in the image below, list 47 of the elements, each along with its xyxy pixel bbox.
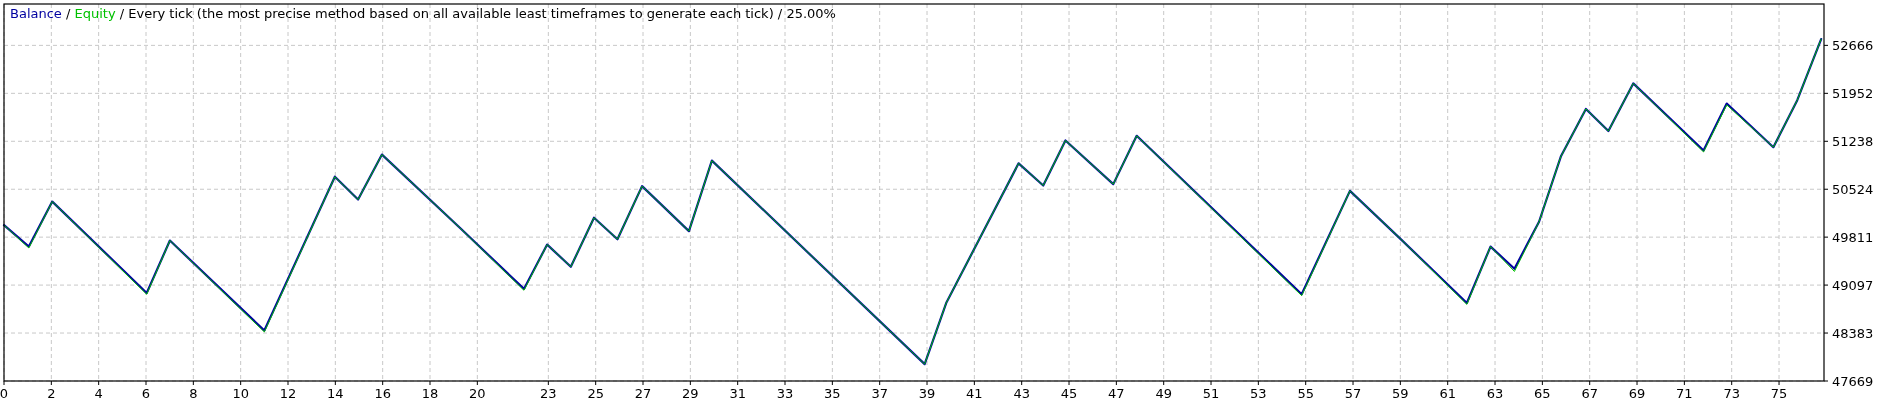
- x-tick-label: 49: [1155, 386, 1172, 401]
- x-tick-label: 4: [94, 386, 103, 401]
- x-tick-label: 43: [1013, 386, 1030, 401]
- x-tick-label: 57: [1344, 386, 1362, 401]
- x-tick-label: 31: [729, 386, 746, 401]
- x-tick-label: 16: [374, 386, 391, 401]
- x-tick-label: 51: [1202, 386, 1220, 401]
- x-tick-label: 10: [232, 386, 249, 401]
- x-tick-label: 20: [469, 386, 486, 401]
- x-tick-label: 35: [824, 386, 841, 401]
- x-tick-label: 41: [966, 386, 983, 401]
- x-tick-label: 2: [47, 386, 56, 401]
- y-tick-label: 50524: [1832, 182, 1874, 198]
- x-tick-label: 14: [327, 386, 344, 401]
- x-tick-label: 61: [1439, 386, 1456, 401]
- x-tick-label: 33: [776, 386, 794, 401]
- x-tick-label: 27: [634, 386, 652, 401]
- y-tick-label: 49097: [1832, 278, 1874, 294]
- x-tick-label: 18: [421, 386, 439, 401]
- y-tick-label: 47669: [1832, 374, 1874, 389]
- y-tick-label: 52666: [1832, 38, 1874, 54]
- x-tick-label: 63: [1486, 386, 1504, 401]
- x-tick-label: 67: [1581, 386, 1598, 401]
- x-tick-label: 73: [1723, 386, 1740, 401]
- x-tick-label: 8: [189, 386, 198, 401]
- y-tick-label: 48383: [1832, 326, 1874, 342]
- y-tick-label: 51952: [1832, 86, 1874, 102]
- x-tick-label: 0: [0, 386, 9, 401]
- x-tick-label: 69: [1628, 386, 1646, 401]
- x-tick-label: 59: [1392, 386, 1409, 401]
- y-tick-label: 49811: [1832, 230, 1874, 246]
- y-tick-label: 51238: [1832, 134, 1874, 150]
- x-tick-label: 37: [871, 386, 888, 401]
- chart-title: Balance / Equity / Every tick (the most precise method based on all available least timeframes to generate each tick) / 25.00%: [10, 6, 836, 21]
- x-tick-label: 53: [1250, 386, 1267, 401]
- x-tick-label: 12: [279, 386, 297, 401]
- x-tick-label: 29: [682, 386, 699, 401]
- x-tick-label: 71: [1676, 386, 1693, 401]
- x-tick-label: 6: [141, 386, 151, 401]
- x-tick-label: 23: [540, 386, 557, 401]
- x-tick-label: 65: [1534, 386, 1551, 401]
- x-tick-label: 25: [587, 386, 604, 401]
- x-tick-label: 39: [918, 386, 936, 401]
- x-tick-label: 55: [1297, 386, 1314, 401]
- x-tick-label: 45: [1060, 386, 1078, 401]
- x-tick-label: 47: [1108, 386, 1125, 401]
- x-tick-label: 75: [1770, 386, 1788, 401]
